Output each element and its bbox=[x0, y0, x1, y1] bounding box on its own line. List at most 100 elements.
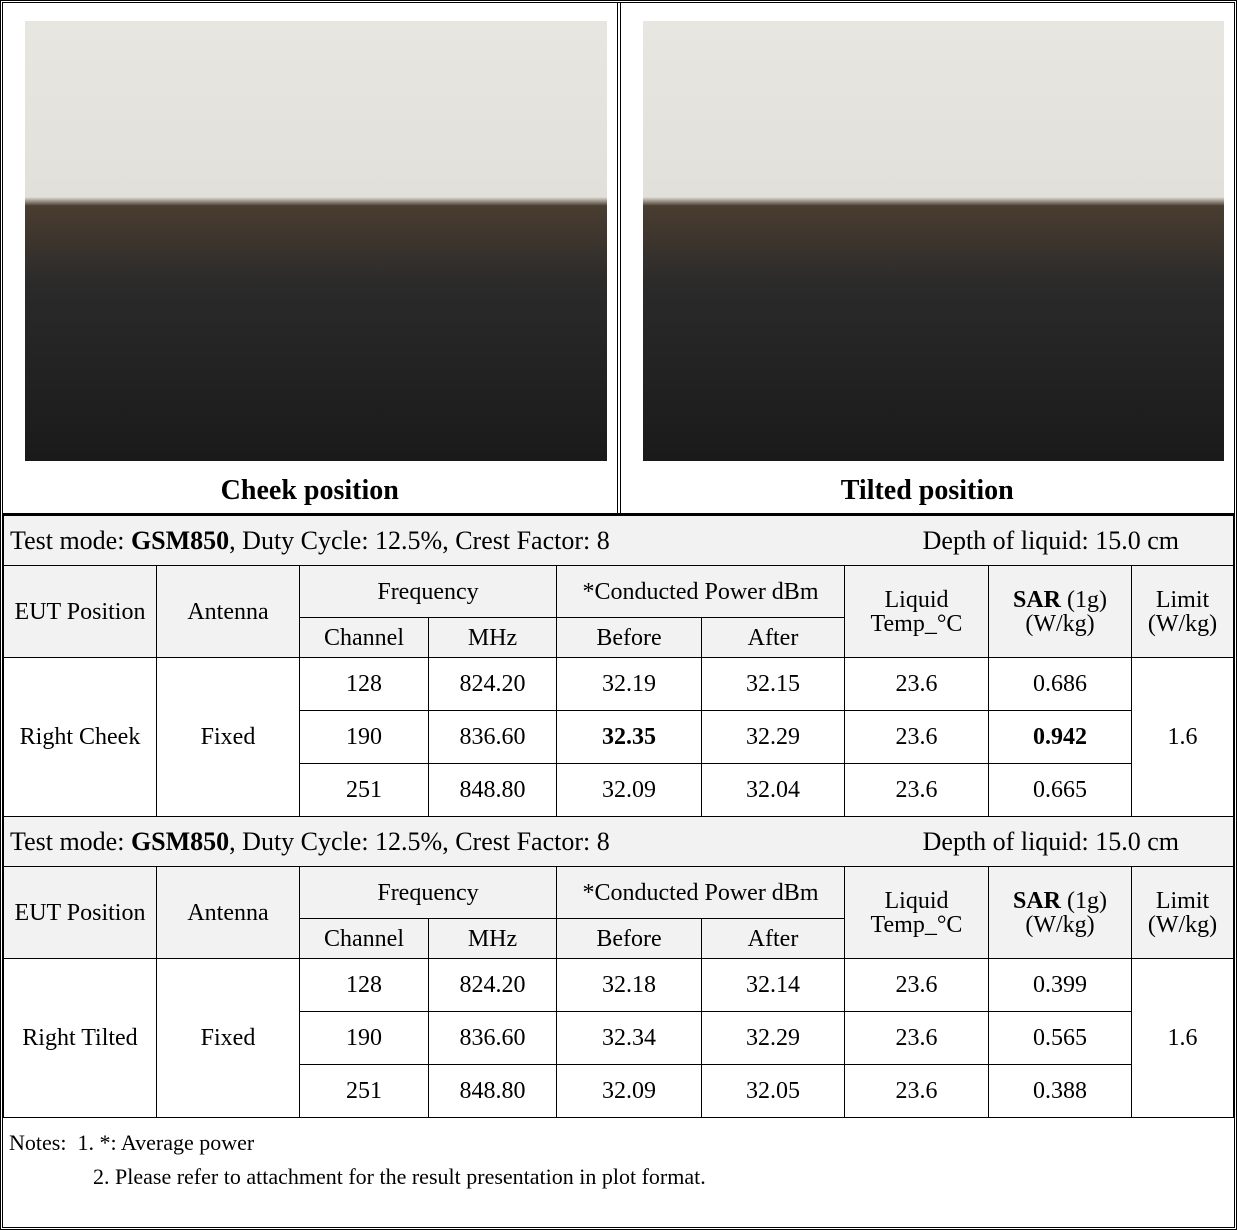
cell: Before bbox=[556, 617, 702, 658]
mode-line: Test mode: GSM850, Duty Cycle: 12.5%, Cr… bbox=[4, 826, 1233, 856]
note: 2. Please refer to attachment for the re… bbox=[93, 1164, 706, 1189]
cell: Liquid Temp_°C bbox=[844, 565, 989, 658]
photo-row: Cheek position Tilted position bbox=[3, 3, 1234, 515]
cell: EUT Position bbox=[3, 565, 157, 658]
cell: Channel bbox=[299, 617, 429, 658]
cell: 1.6 bbox=[1131, 958, 1234, 1118]
cell-text: 0.942 bbox=[1033, 724, 1087, 750]
cell: 32.15 bbox=[701, 657, 845, 711]
cell: 824.20 bbox=[428, 657, 557, 711]
photo bbox=[25, 21, 607, 461]
cell: Liquid Temp_°C bbox=[844, 866, 989, 959]
caption: Tilted position bbox=[840, 475, 1014, 506]
cell-text: 251 bbox=[346, 777, 382, 803]
cell-text: Limit (W/kg) bbox=[1147, 887, 1218, 938]
depth: Depth of liquid: 15.0 cm bbox=[922, 826, 1179, 856]
cell: After bbox=[701, 617, 845, 658]
cell-text: Frequency bbox=[377, 578, 479, 605]
cell-text: 190 bbox=[346, 724, 382, 750]
cell: 0.399 bbox=[988, 958, 1132, 1012]
test-mode-name: GSM850 bbox=[130, 525, 230, 555]
cell-text: 32.04 bbox=[746, 777, 800, 803]
cell-text: EUT Position bbox=[14, 598, 146, 625]
cell-text: 824.20 bbox=[459, 972, 526, 998]
cell-text: 32.05 bbox=[746, 1078, 800, 1104]
cell-text: 32.18 bbox=[602, 972, 656, 998]
cell: MHz bbox=[428, 617, 557, 658]
test-mode: Test mode: GSM850, Duty Cycle: 12.5%, Cr… bbox=[10, 525, 610, 555]
cell: 251 bbox=[299, 1064, 429, 1118]
cell: 0.565 bbox=[988, 1011, 1132, 1065]
depth: Depth of liquid: 15.0 cm bbox=[922, 525, 1179, 555]
cell: 23.6 bbox=[844, 657, 989, 711]
cell-text: 32.35 bbox=[602, 724, 656, 750]
cell-text: *Conducted Power dBm bbox=[582, 879, 819, 906]
cell-text: 0.665 bbox=[1033, 777, 1087, 803]
cell-text: (1g) (W/kg) bbox=[1025, 887, 1107, 938]
cell-text: 848.80 bbox=[459, 777, 526, 803]
data-row: 190 836.60 32.34 32.29 23.6 0.565 bbox=[4, 1011, 1234, 1065]
cell-text: 836.60 bbox=[459, 1025, 526, 1051]
cell: 32.05 bbox=[701, 1064, 845, 1118]
cell: 836.60 bbox=[428, 710, 557, 764]
cell: 23.6 bbox=[844, 1011, 989, 1065]
data-row: 190 836.60 32.35 32.29 23.6 0.942 bbox=[4, 710, 1234, 764]
cell-text: Limit (W/kg) bbox=[1147, 586, 1218, 637]
photo-cell: Cheek position bbox=[3, 3, 617, 513]
cell-text: 23.6 bbox=[895, 777, 938, 803]
cell-text: 32.34 bbox=[602, 1025, 656, 1051]
data-row: 251 848.80 32.09 32.04 23.6 0.665 bbox=[4, 763, 1234, 817]
data-row: Right Cheek Fixed 128 824.20 32.19 32.15 23.6 0… bbox=[3, 657, 1234, 817]
cell: 0.665 bbox=[988, 763, 1132, 817]
cell: SAR (1g) (W/kg) bbox=[988, 565, 1132, 658]
cell-text: 32.29 bbox=[746, 1025, 800, 1051]
mode-row: Test mode: GSM850, Duty Cycle: 12.5%, Cr… bbox=[3, 515, 1234, 566]
cell-text: 32.19 bbox=[602, 671, 656, 697]
cell-text: (1g) (W/kg) bbox=[1025, 586, 1107, 637]
cell: 32.14 bbox=[701, 958, 845, 1012]
cell: 0.942 bbox=[988, 710, 1132, 764]
cell-text: Liquid Temp_°C bbox=[870, 586, 963, 637]
cell-text: Right Tilted bbox=[22, 1025, 138, 1051]
cell-text: *Conducted Power dBm bbox=[582, 578, 819, 605]
cell: 848.80 bbox=[428, 1064, 557, 1118]
cell-text: After bbox=[747, 624, 799, 651]
cell: 32.09 bbox=[556, 763, 702, 817]
cell: Limit (W/kg) bbox=[1131, 565, 1234, 658]
cell: 32.29 bbox=[701, 710, 845, 764]
header-row: EUT Position Antenna Frequency *Conducted P… bbox=[3, 565, 1234, 658]
cell-text: 824.20 bbox=[459, 671, 526, 697]
cell: 0.686 bbox=[988, 657, 1132, 711]
cell-text: EUT Position bbox=[14, 899, 146, 926]
header-row: Channel MHz Before After bbox=[4, 617, 1234, 658]
cell-text: Before bbox=[596, 624, 662, 651]
cell: After bbox=[701, 918, 845, 959]
cell-text: Antenna bbox=[187, 598, 269, 625]
cell-text: 23.6 bbox=[895, 972, 938, 998]
cell: Right Cheek bbox=[3, 657, 157, 817]
cell: 128 bbox=[299, 958, 429, 1012]
cell: Fixed bbox=[156, 958, 300, 1118]
cell: 23.6 bbox=[844, 958, 989, 1012]
cell-text: MHz bbox=[467, 624, 518, 651]
cell-text: Frequency bbox=[377, 879, 479, 906]
cell-text: 0.686 bbox=[1033, 671, 1087, 697]
cell-text: 32.09 bbox=[602, 1078, 656, 1104]
cell: *Conducted Power dBm bbox=[556, 565, 845, 618]
cell-text: SAR bbox=[1013, 586, 1062, 613]
cell-text: Channel bbox=[324, 624, 404, 651]
cell-text: 190 bbox=[346, 1025, 382, 1051]
cell: Right Tilted bbox=[3, 958, 157, 1118]
mode-cell: Test mode: GSM850, Duty Cycle: 12.5%, Cr… bbox=[3, 816, 1234, 867]
cell-text: Antenna bbox=[187, 899, 269, 926]
test-mode-rest: , Duty Cycle: 12.5%, Crest Factor: 8 bbox=[229, 826, 610, 856]
cell: 0.388 bbox=[988, 1064, 1132, 1118]
data-row: 251 848.80 32.09 32.05 23.6 0.388 bbox=[4, 1064, 1234, 1118]
cell: 190 bbox=[299, 1011, 429, 1065]
cell-text: SAR bbox=[1013, 887, 1062, 914]
cell: 824.20 bbox=[428, 958, 557, 1012]
header-row: Channel MHz Before After bbox=[4, 918, 1234, 959]
cell: MHz bbox=[428, 918, 557, 959]
cell-text: 848.80 bbox=[459, 1078, 526, 1104]
